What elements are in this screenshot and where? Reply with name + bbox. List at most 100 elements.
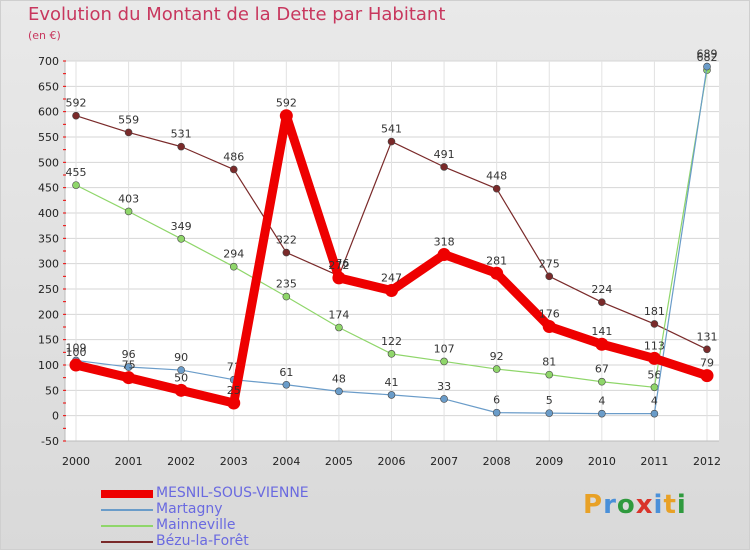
proxiti-logo: Proxiti (583, 490, 687, 520)
y-tick-label: -50 (41, 435, 59, 448)
data-point (174, 383, 188, 397)
data-label: 75 (122, 359, 136, 372)
data-label: 181 (644, 305, 665, 318)
data-label: 50 (174, 371, 188, 384)
data-point (385, 284, 398, 298)
data-label: 5 (546, 394, 553, 407)
data-point (700, 369, 714, 383)
data-label: 81 (542, 356, 556, 369)
data-label: 61 (279, 366, 293, 379)
data-label: 491 (434, 148, 455, 161)
x-tick-label: 2005 (325, 455, 353, 468)
data-point (177, 142, 185, 151)
data-label: 541 (381, 123, 402, 136)
data-point (437, 248, 451, 262)
data-point (545, 272, 554, 281)
data-label: 682 (697, 51, 718, 64)
data-point (598, 409, 606, 418)
data-point (440, 163, 448, 171)
data-point (703, 62, 711, 71)
data-label: 107 (434, 342, 455, 355)
data-point (72, 181, 80, 189)
data-label: 294 (223, 248, 244, 261)
data-point (69, 358, 83, 372)
x-tick-label: 2003 (220, 455, 248, 468)
data-label: 247 (381, 272, 402, 285)
data-point (387, 350, 396, 358)
data-label: 531 (171, 128, 192, 141)
data-point (332, 271, 346, 285)
data-label: 4 (598, 395, 605, 408)
data-point (229, 262, 238, 271)
data-label: 41 (385, 376, 399, 389)
logo-letter: o (616, 490, 636, 520)
data-point (650, 409, 659, 418)
y-tick-label: 150 (38, 334, 59, 347)
y-tick-label: 450 (38, 182, 59, 195)
data-point (598, 298, 606, 306)
data-label: 141 (591, 325, 612, 338)
data-label: 90 (174, 351, 188, 364)
data-point (545, 409, 554, 417)
data-point (335, 387, 343, 396)
y-tick-label: 100 (38, 359, 59, 372)
data-point (282, 248, 291, 257)
data-label: 322 (276, 234, 297, 247)
data-label: 559 (118, 113, 139, 126)
data-label: 689 (697, 48, 718, 61)
x-tick-label: 2011 (640, 455, 668, 468)
data-label: 6 (493, 394, 500, 407)
logo-letter: i (676, 490, 687, 520)
legend-item: MESNIL-SOUS-VIENNE (101, 485, 361, 502)
data-point (124, 207, 133, 216)
data-point (440, 395, 448, 403)
data-point (542, 319, 556, 333)
data-label: 174 (328, 309, 349, 322)
data-point (335, 323, 343, 332)
data-point (177, 366, 185, 374)
y-tick-label: 350 (38, 232, 59, 245)
legend-item: Bézu-la-Forêt (101, 533, 361, 550)
data-point (124, 363, 133, 371)
data-label: 25 (227, 384, 241, 397)
x-tick-label: 2007 (430, 455, 458, 468)
x-tick-label: 2000 (62, 455, 90, 468)
data-label: 592 (276, 97, 297, 110)
data-point (595, 337, 609, 351)
data-point (282, 292, 291, 301)
data-point (492, 365, 501, 373)
data-label: 272 (328, 259, 349, 272)
legend-swatch (101, 490, 153, 498)
data-point (122, 371, 136, 385)
data-label: 56 (647, 368, 661, 381)
data-label: 48 (332, 372, 346, 385)
unit-label: (en €) (28, 29, 61, 42)
data-label: 349 (171, 220, 192, 233)
data-point (124, 128, 133, 137)
data-label: 448 (486, 170, 507, 183)
y-tick-label: 200 (38, 308, 59, 321)
data-label: 96 (122, 348, 136, 361)
logo-letter: r (603, 490, 617, 520)
x-tick-label: 2010 (588, 455, 616, 468)
y-tick-label: 0 (52, 410, 59, 423)
data-label: 33 (437, 380, 451, 393)
data-point (387, 391, 396, 399)
x-tick-label: 2001 (115, 455, 143, 468)
data-label: 403 (118, 192, 139, 205)
legend-label: Martagny (156, 501, 223, 517)
data-point (282, 380, 291, 389)
legend-swatch (101, 525, 153, 527)
data-point (545, 370, 554, 379)
data-label: 455 (66, 166, 87, 179)
y-tick-label: 400 (38, 207, 59, 220)
data-label: 4 (651, 395, 658, 408)
legend-swatch (101, 509, 153, 511)
data-point (492, 408, 501, 417)
data-label: 318 (434, 236, 455, 249)
y-tick-label: 700 (38, 55, 59, 68)
x-tick-label: 2004 (272, 455, 300, 468)
x-tick-label: 2006 (378, 455, 406, 468)
data-label: 109 (66, 341, 87, 354)
